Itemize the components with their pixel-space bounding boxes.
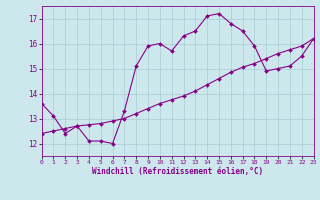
X-axis label: Windchill (Refroidissement éolien,°C): Windchill (Refroidissement éolien,°C) bbox=[92, 167, 263, 176]
